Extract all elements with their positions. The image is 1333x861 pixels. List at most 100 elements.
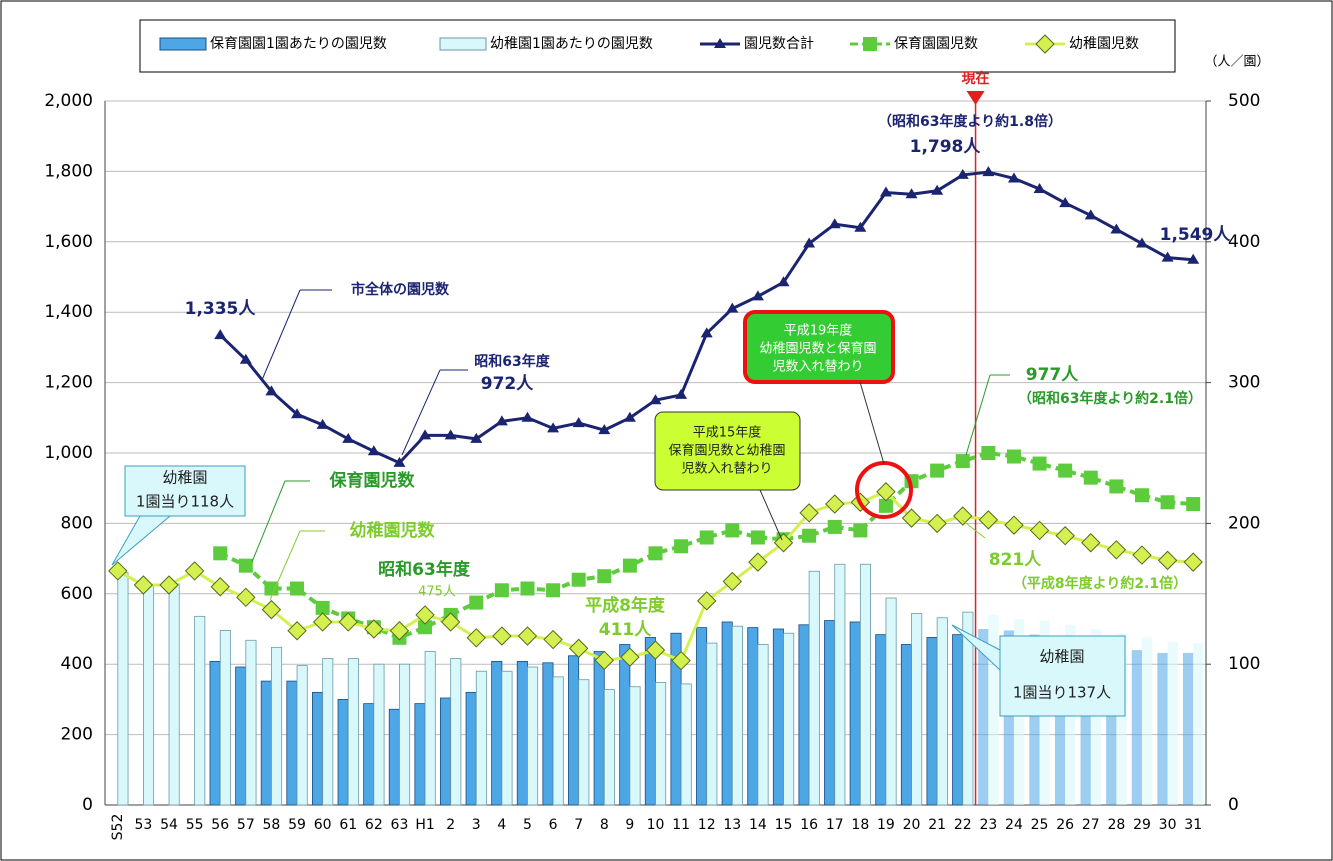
x-tick-label: 22 <box>954 817 972 833</box>
bar <box>593 651 605 806</box>
marker <box>1106 540 1127 560</box>
x-tick-label: 61 <box>339 817 357 833</box>
x-tick-label: 5 <box>523 817 532 833</box>
legend-label: 保育園園児数 <box>894 36 978 52</box>
x-tick-label: 11 <box>672 817 690 833</box>
marker <box>466 628 486 648</box>
marker <box>521 411 534 422</box>
marker <box>1160 495 1175 510</box>
bar <box>783 632 795 806</box>
legend-swatch <box>159 37 207 51</box>
bar <box>772 628 784 806</box>
marker <box>316 418 329 429</box>
x-tick-label: 20 <box>903 817 921 833</box>
leader <box>251 480 286 563</box>
marker <box>697 591 717 611</box>
marker <box>547 422 560 433</box>
marker <box>953 506 973 526</box>
y-tick-label: 600 <box>61 584 93 604</box>
y2-tick-label: 300 <box>1228 373 1260 393</box>
marker <box>1032 456 1047 471</box>
marker <box>1186 497 1201 512</box>
marker <box>901 508 922 528</box>
marker <box>470 432 483 443</box>
marker <box>777 276 790 287</box>
annotation: 平成8年度 <box>585 595 666 616</box>
marker <box>264 581 279 596</box>
bar <box>629 686 641 806</box>
callout-h19 <box>743 310 895 384</box>
bar <box>1003 630 1014 805</box>
legend-label: 園児数合計 <box>744 36 814 52</box>
x-tick-label: 27 <box>1082 817 1100 833</box>
y-tick-label: 1,400 <box>44 302 93 322</box>
leader <box>859 381 885 465</box>
bar <box>209 660 221 806</box>
annotation: 保育園児数と幼稚園 <box>668 443 785 459</box>
bar <box>578 679 590 806</box>
x-tick-label: 56 <box>211 817 229 833</box>
bar <box>655 682 667 806</box>
marker <box>623 411 636 422</box>
marker <box>572 417 585 428</box>
x-tick-label: 19 <box>877 817 895 833</box>
x-tick-label: 53 <box>134 817 152 833</box>
bar <box>644 637 656 806</box>
marker <box>568 638 589 659</box>
bar <box>926 637 938 806</box>
marker <box>853 523 868 538</box>
bar <box>747 627 759 806</box>
x-tick-label: 3 <box>472 817 481 833</box>
y-tick-label: 800 <box>61 513 93 533</box>
x-tick-label: 57 <box>237 817 255 833</box>
marker <box>1007 172 1020 183</box>
marker <box>1083 470 1098 485</box>
x-tick-label: 26 <box>1056 817 1074 833</box>
marker <box>726 302 739 313</box>
marker <box>389 621 410 641</box>
bar <box>388 708 400 806</box>
marker <box>750 530 765 545</box>
bar <box>1106 647 1117 805</box>
annotation: 475人 <box>418 585 456 600</box>
marker <box>878 498 893 513</box>
bar <box>143 583 155 806</box>
bar <box>1116 633 1127 805</box>
bar <box>721 621 733 806</box>
marker <box>444 429 457 440</box>
annotation: 1,549人 <box>1160 225 1232 245</box>
x-tick-label: 28 <box>1107 817 1125 833</box>
leader <box>965 374 991 456</box>
bar <box>962 611 974 806</box>
marker <box>773 533 794 553</box>
marker <box>1134 488 1149 503</box>
bar <box>875 634 887 806</box>
marker <box>828 218 841 229</box>
marker <box>338 612 358 632</box>
y-tick-label: 200 <box>61 725 93 745</box>
marker <box>1033 183 1046 193</box>
bar <box>911 613 923 806</box>
marker <box>955 454 970 469</box>
x-tick-label: 17 <box>826 817 844 833</box>
x-tick-label: 62 <box>365 817 383 833</box>
marker <box>543 629 563 650</box>
bar <box>885 597 897 806</box>
marker <box>184 561 205 581</box>
bar <box>1182 652 1194 805</box>
marker <box>748 552 768 572</box>
marker <box>982 166 995 177</box>
bar <box>117 572 129 806</box>
legend-swatch <box>439 37 487 51</box>
x-tick-label: 55 <box>186 817 204 833</box>
marker <box>927 513 947 534</box>
marker <box>802 528 817 543</box>
marker <box>367 445 380 456</box>
x-tick-label: 2 <box>446 817 455 833</box>
annotation: （昭和63年度より約1.8倍） <box>878 113 1062 130</box>
bar <box>235 666 247 806</box>
y2-tick-label: 500 <box>1228 91 1260 111</box>
bar <box>475 670 487 806</box>
marker <box>213 546 228 561</box>
